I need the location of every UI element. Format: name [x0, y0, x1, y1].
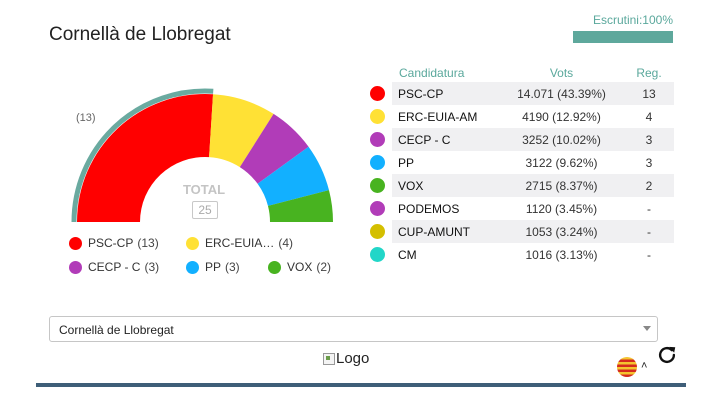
municipality-select[interactable]: Cornellà de Llobregat [49, 316, 658, 342]
party-color-dot [370, 155, 385, 170]
legend-color-dot [186, 260, 199, 274]
column-header-party: Candidatura [399, 66, 465, 80]
table-row[interactable]: CM 1016 (3.13%) - [364, 243, 676, 266]
total-seats: 25 [192, 201, 218, 219]
chevron-up-icon[interactable]: ˄ [641, 360, 648, 372]
table-row[interactable]: ERC-EUIA-AM 4190 (12.92%) 4 [364, 105, 676, 128]
party-seats: - [647, 202, 651, 216]
chart-annotation: (13) [76, 112, 96, 124]
legend-label: CECP - C [88, 260, 141, 274]
seats-hemicycle-chart [71, 88, 333, 223]
chart-slice-cecp-c[interactable] [239, 113, 309, 184]
legend-label: ERC-EUIA… [205, 236, 275, 250]
party-seats: 4 [645, 110, 653, 124]
table-row[interactable]: PP 3122 (9.62%) 3 [364, 151, 676, 174]
legend-item[interactable]: ERC-EUIA… (4) [186, 236, 293, 250]
party-name: PP [398, 156, 415, 170]
chart-slice-erc-euia-am[interactable] [209, 94, 274, 168]
legend-item[interactable]: PP (3) [186, 260, 240, 274]
party-votes: 1120 (3.45%) [525, 202, 598, 216]
party-votes: 14.071 (43.39%) [517, 87, 606, 101]
broken-image-icon [323, 352, 335, 365]
table-row[interactable]: PODEMOS 1120 (3.45%) - [364, 197, 676, 220]
legend-seats: (3) [225, 260, 240, 274]
party-votes: 1053 (3.24%) [525, 225, 598, 239]
page-title: Cornellà de Llobregat [49, 24, 231, 45]
party-color-dot [370, 86, 385, 101]
chart-slice-pp[interactable] [257, 146, 329, 206]
party-votes: 1016 (3.13%) [525, 248, 598, 262]
party-votes: 3122 (9.62%) [525, 156, 598, 170]
legend-seats: (13) [137, 236, 159, 250]
legend-color-dot [69, 236, 82, 250]
party-name: PODEMOS [398, 202, 460, 216]
party-name: ERC-EUIA-AM [398, 110, 478, 124]
row-background [392, 220, 674, 243]
catalan-flag-icon[interactable] [617, 357, 637, 377]
legend-seats: (3) [144, 260, 160, 274]
municipality-select-value: Cornellà de Llobregat [59, 323, 174, 337]
logo-alt-text: Logo [336, 350, 370, 367]
party-seats: 13 [642, 87, 656, 101]
party-seats: 2 [645, 179, 653, 193]
party-votes: 4190 (12.92%) [522, 110, 601, 124]
party-name: CM [398, 248, 417, 262]
majority-outline [71, 88, 214, 223]
chart-slice-psc-cp[interactable] [77, 94, 214, 222]
column-header-votes: Vots [549, 66, 574, 80]
table-row[interactable]: VOX 2715 (8.37%) 2 [364, 174, 676, 197]
party-name: CECP - C [398, 133, 451, 147]
scrutini-progress-bar [573, 31, 673, 43]
party-name: CUP-AMUNT [398, 225, 470, 239]
footer-bar [36, 383, 686, 387]
table-row[interactable]: CUP-AMUNT 1053 (3.24%) - [364, 220, 676, 243]
party-color-dot [370, 132, 385, 147]
party-color-dot [370, 201, 385, 216]
total-label: TOTAL [182, 182, 226, 197]
party-color-dot [370, 224, 385, 239]
legend-label: PSC-CP [88, 236, 134, 250]
party-seats: - [647, 225, 651, 239]
row-background [392, 128, 674, 151]
table-row[interactable]: CECP - C 3252 (10.02%) 3 [364, 128, 676, 151]
party-seats: 3 [645, 133, 653, 147]
party-color-dot [370, 109, 385, 124]
legend-label: VOX [287, 260, 313, 274]
legend-color-dot [69, 260, 82, 274]
logo-image: Logo [323, 350, 369, 367]
party-seats: 3 [645, 156, 653, 170]
legend-item[interactable]: PSC-CP (13) [69, 236, 159, 250]
party-name: PSC-CP [398, 87, 444, 101]
party-name: VOX [398, 179, 424, 193]
scrutini-label: Escrutini:100% [592, 13, 673, 27]
party-votes: 3252 (10.02%) [522, 133, 601, 147]
chevron-down-icon [643, 326, 651, 331]
party-votes: 2715 (8.37%) [525, 179, 598, 193]
party-color-dot [370, 178, 385, 193]
table-row[interactable]: PSC-CP 14.071 (43.39%) 13 [364, 82, 676, 105]
row-background [392, 174, 674, 197]
row-background [392, 82, 674, 105]
legend-label: PP [205, 260, 222, 274]
column-header-seats: Reg. [636, 66, 662, 80]
legend-item[interactable]: CECP - C (3) [69, 260, 159, 274]
refresh-icon[interactable] [656, 344, 678, 366]
party-color-dot [370, 247, 385, 262]
legend-seats: (2) [316, 260, 332, 274]
scrutini-progress-fill [573, 31, 673, 43]
legend-color-dot [268, 260, 281, 274]
legend-seats: (4) [278, 236, 294, 250]
party-seats: - [647, 248, 651, 262]
chart-slice-vox[interactable] [267, 190, 333, 222]
legend-color-dot [186, 236, 199, 250]
legend-item[interactable]: VOX (2) [268, 260, 331, 274]
